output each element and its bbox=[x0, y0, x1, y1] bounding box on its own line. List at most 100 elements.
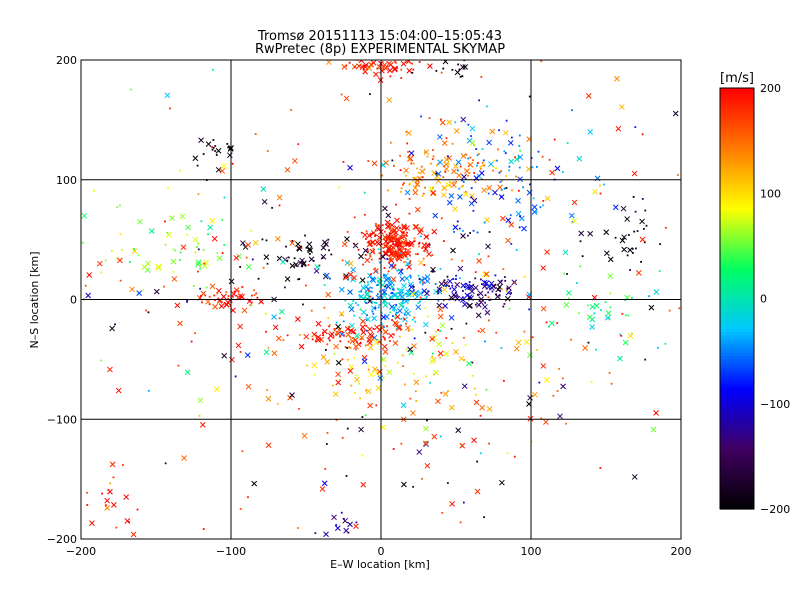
scatter-point-dot bbox=[164, 220, 166, 223]
scatter-point-cross bbox=[471, 197, 478, 204]
scatter-point-dot bbox=[312, 335, 315, 338]
scatter-point-dot bbox=[346, 427, 349, 430]
scatter-point-dot bbox=[548, 325, 550, 328]
colorbar-segment bbox=[720, 238, 754, 242]
scatter-point-dot bbox=[323, 284, 326, 287]
scatter-point-dot bbox=[453, 231, 455, 233]
scatter-point-dot bbox=[459, 277, 461, 280]
scatter-point-dot bbox=[348, 61, 351, 64]
scatter-point-dot bbox=[515, 249, 518, 251]
scatter-point-dot bbox=[368, 252, 371, 255]
scatter-point-cross bbox=[582, 345, 588, 351]
scatter-point-dot bbox=[410, 162, 413, 165]
scatter-point-cross bbox=[544, 249, 550, 256]
colorbar-segment bbox=[720, 262, 754, 267]
scatter-point-dot bbox=[412, 285, 415, 288]
scatter-point-dot bbox=[528, 95, 531, 98]
scatter-point-dot bbox=[384, 285, 387, 288]
scatter-point-cross bbox=[672, 110, 679, 117]
scatter-point-cross bbox=[474, 488, 481, 495]
scatter-point-cross bbox=[338, 310, 345, 317]
scatter-point-dot bbox=[411, 62, 413, 65]
scatter-point-dot bbox=[503, 276, 506, 278]
scatter-point-cross bbox=[145, 260, 151, 267]
scatter-point-cross bbox=[214, 386, 220, 393]
scatter-point-dot bbox=[145, 309, 148, 312]
scatter-point-cross bbox=[554, 165, 561, 172]
scatter-point-dot bbox=[179, 169, 181, 172]
scatter-point-dot bbox=[447, 155, 449, 158]
scatter-point-dot bbox=[538, 381, 541, 384]
scatter-point-dot bbox=[609, 292, 612, 295]
scatter-point-cross bbox=[104, 505, 111, 511]
scatter-point-dot bbox=[476, 164, 478, 167]
colorbar-segment bbox=[720, 184, 754, 188]
scatter-point-cross bbox=[130, 531, 137, 538]
scatter-point-cross bbox=[315, 320, 322, 327]
scatter-point-dot bbox=[484, 294, 487, 297]
scatter-point-dot bbox=[399, 230, 402, 233]
scatter-point-cross bbox=[212, 303, 218, 310]
scatter-point-dot bbox=[383, 237, 385, 240]
scatter-point-cross bbox=[369, 239, 376, 246]
scatter-point-dot bbox=[402, 232, 405, 235]
scatter-point-dot bbox=[384, 365, 387, 368]
scatter-point-cross bbox=[85, 292, 92, 299]
scatter-point-dot bbox=[434, 193, 437, 195]
scatter-point-dot bbox=[435, 69, 438, 72]
scatter-point-cross bbox=[587, 314, 593, 321]
scatter-point-cross bbox=[245, 242, 252, 248]
colorbar-segment bbox=[720, 109, 754, 113]
scatter-point-dot bbox=[199, 267, 202, 270]
scatter-point-dot bbox=[355, 521, 358, 524]
scatter-point-cross bbox=[284, 276, 291, 282]
scatter-point-cross bbox=[348, 364, 355, 371]
scatter-point-dot bbox=[518, 134, 521, 137]
scatter-point-cross bbox=[311, 362, 318, 369]
scatter-point-dot bbox=[609, 306, 612, 309]
scatter-point-cross bbox=[627, 247, 633, 253]
scatter-point-cross bbox=[389, 247, 396, 253]
scatter-point-cross bbox=[457, 194, 463, 200]
scatter-point-dot bbox=[237, 290, 240, 292]
scatter-point-dot bbox=[424, 307, 427, 310]
scatter-point-dot bbox=[483, 164, 486, 167]
scatter-point-dot bbox=[380, 296, 383, 299]
scatter-point-dot bbox=[359, 397, 362, 400]
scatter-point-dot bbox=[556, 322, 559, 324]
scatter-point-dot bbox=[365, 389, 367, 392]
scatter-point-cross bbox=[325, 291, 332, 298]
scatter-point-dot bbox=[537, 150, 540, 153]
colorbar-segment bbox=[720, 154, 754, 158]
scatter-point-dot bbox=[388, 240, 391, 243]
scatter-point-dot bbox=[326, 343, 329, 346]
scatter-point-dot bbox=[437, 299, 440, 302]
scatter-point-cross bbox=[198, 137, 204, 144]
x-tick-label: −100 bbox=[216, 545, 246, 558]
scatter-point-dot bbox=[421, 298, 424, 300]
scatter-point-dot bbox=[401, 183, 404, 186]
scatter-point-cross bbox=[350, 266, 357, 273]
scatter-point-cross bbox=[454, 281, 461, 288]
scatter-point-cross bbox=[148, 228, 155, 235]
scatter-point-dot bbox=[208, 303, 211, 306]
scatter-point-dot bbox=[542, 204, 545, 207]
scatter-point-cross bbox=[419, 168, 426, 175]
scatter-point-dot bbox=[494, 283, 497, 286]
scatter-point-cross bbox=[452, 224, 459, 231]
scatter-point-cross bbox=[406, 67, 413, 74]
scatter-point-dot bbox=[353, 216, 356, 219]
scatter-point-cross bbox=[303, 333, 310, 340]
colorbar-segment bbox=[720, 460, 754, 465]
scatter-point-cross bbox=[507, 140, 514, 146]
scatter-point-dot bbox=[472, 209, 475, 212]
colorbar-segment bbox=[720, 130, 754, 134]
scatter-point-dot bbox=[225, 291, 228, 294]
scatter-point-cross bbox=[615, 125, 622, 132]
scatter-point-dot bbox=[480, 278, 482, 281]
scatter-point-dot bbox=[343, 517, 345, 520]
scatter-point-cross bbox=[475, 312, 482, 319]
scatter-point-dot bbox=[636, 230, 639, 232]
scatter-point-cross bbox=[131, 248, 138, 254]
scatter-point-cross bbox=[289, 262, 296, 269]
